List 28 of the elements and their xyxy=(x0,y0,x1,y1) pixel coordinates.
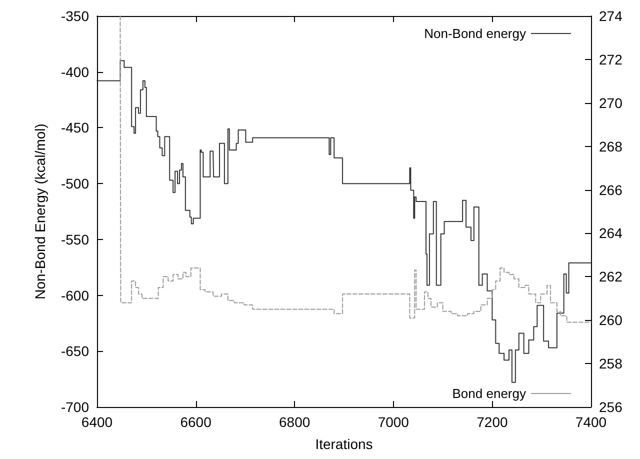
y2-tick-label: 264 xyxy=(599,225,623,242)
y-axis-title: Non-Bond Energy (kcal/mol) xyxy=(32,124,48,300)
y-tick-label: -450 xyxy=(60,120,90,136)
x-tick-label: 6600 xyxy=(180,414,212,430)
y2-tick-label: 270 xyxy=(599,94,623,111)
y2-tick-label: 258 xyxy=(599,356,623,372)
x-axis-title: Iterations xyxy=(315,436,373,452)
y2-tick-label: 268 xyxy=(599,138,623,154)
y2-tick-label: 262 xyxy=(599,268,623,285)
y2-tick-label: 260 xyxy=(599,312,623,328)
x-tick-label: 7200 xyxy=(476,414,508,430)
x-tick-label: 7400 xyxy=(575,414,607,430)
x-tick-label: 6400 xyxy=(81,414,113,430)
y2-tick-label: 266 xyxy=(599,182,623,198)
y-tick-label: -650 xyxy=(60,343,90,360)
y-tick-label: -500 xyxy=(60,176,90,192)
legend-label: Bond energy xyxy=(452,386,526,401)
x-tick-label: 6800 xyxy=(279,414,310,430)
y2-tick-label: 274 xyxy=(599,8,623,24)
legend-label: Non-Bond energy xyxy=(424,26,526,41)
y-tick-label: -350 xyxy=(60,8,90,24)
x-tick-label: 7000 xyxy=(378,414,410,430)
y2-tick-label: 272 xyxy=(599,51,623,68)
y-tick-label: -700 xyxy=(60,399,90,415)
y-tick-label: -400 xyxy=(60,64,90,80)
y2-tick-label: 256 xyxy=(599,399,623,415)
y-tick-label: -600 xyxy=(60,287,90,304)
y-tick-label: -550 xyxy=(60,231,90,248)
